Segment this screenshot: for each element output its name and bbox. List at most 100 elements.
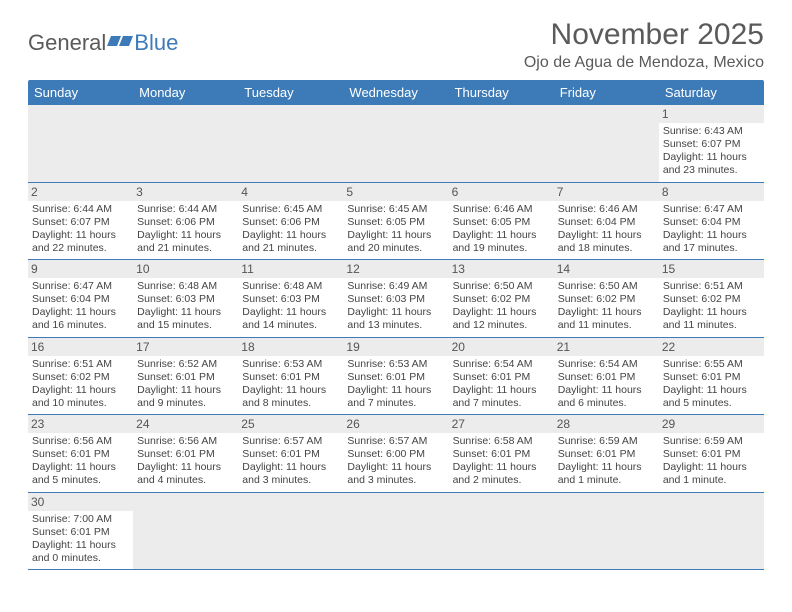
sunrise-text: Sunrise: 6:50 AM: [558, 280, 655, 293]
sunrise-text: Sunrise: 6:57 AM: [242, 435, 339, 448]
day-number: 22: [659, 338, 764, 356]
daylight-text: Daylight: 11 hours and 21 minutes.: [242, 229, 339, 255]
daylight-text: Daylight: 11 hours and 11 minutes.: [663, 306, 760, 332]
calendar-cell-day-19: 19Sunrise: 6:53 AMSunset: 6:01 PMDayligh…: [343, 337, 448, 415]
calendar-cell-day-8: 8Sunrise: 6:47 AMSunset: 6:04 PMDaylight…: [659, 182, 764, 260]
sunset-text: Sunset: 6:06 PM: [242, 216, 339, 229]
day-info: Sunrise: 6:58 AMSunset: 6:01 PMDaylight:…: [453, 435, 550, 488]
day-info: Sunrise: 6:48 AMSunset: 6:03 PMDaylight:…: [137, 280, 234, 333]
sunrise-text: Sunrise: 6:51 AM: [32, 358, 129, 371]
day-number: 9: [28, 260, 133, 278]
sunset-text: Sunset: 6:02 PM: [453, 293, 550, 306]
calendar-cell-day-13: 13Sunrise: 6:50 AMSunset: 6:02 PMDayligh…: [449, 260, 554, 338]
calendar-cell-day-17: 17Sunrise: 6:52 AMSunset: 6:01 PMDayligh…: [133, 337, 238, 415]
calendar-cell-day-2: 2Sunrise: 6:44 AMSunset: 6:07 PMDaylight…: [28, 182, 133, 260]
day-info: Sunrise: 6:57 AMSunset: 6:01 PMDaylight:…: [242, 435, 339, 488]
daylight-text: Daylight: 11 hours and 13 minutes.: [347, 306, 444, 332]
sunset-text: Sunset: 6:01 PM: [453, 371, 550, 384]
day-info: Sunrise: 6:54 AMSunset: 6:01 PMDaylight:…: [453, 358, 550, 411]
sunset-text: Sunset: 6:01 PM: [242, 371, 339, 384]
calendar-cell-day-29: 29Sunrise: 6:59 AMSunset: 6:01 PMDayligh…: [659, 415, 764, 493]
day-number: 11: [238, 260, 343, 278]
calendar-cell-day-27: 27Sunrise: 6:58 AMSunset: 6:01 PMDayligh…: [449, 415, 554, 493]
day-info: Sunrise: 6:49 AMSunset: 6:03 PMDaylight:…: [347, 280, 444, 333]
daylight-text: Daylight: 11 hours and 1 minute.: [558, 461, 655, 487]
sunset-text: Sunset: 6:00 PM: [347, 448, 444, 461]
sunrise-text: Sunrise: 6:54 AM: [453, 358, 550, 371]
day-number: 26: [343, 415, 448, 433]
sunset-text: Sunset: 6:01 PM: [32, 526, 129, 539]
calendar-cell-empty: [554, 492, 659, 570]
daylight-text: Daylight: 11 hours and 7 minutes.: [347, 384, 444, 410]
sunset-text: Sunset: 6:04 PM: [32, 293, 129, 306]
sunrise-text: Sunrise: 6:56 AM: [32, 435, 129, 448]
title-block: November 2025 Ojo de Agua de Mendoza, Me…: [524, 18, 764, 72]
calendar-cell-day-21: 21Sunrise: 6:54 AMSunset: 6:01 PMDayligh…: [554, 337, 659, 415]
daylight-text: Daylight: 11 hours and 20 minutes.: [347, 229, 444, 255]
calendar-cell-day-24: 24Sunrise: 6:56 AMSunset: 6:01 PMDayligh…: [133, 415, 238, 493]
dayname-sunday: Sunday: [28, 80, 133, 105]
day-number: 28: [554, 415, 659, 433]
calendar-cell-empty: [133, 492, 238, 570]
calendar-cell-day-16: 16Sunrise: 6:51 AMSunset: 6:02 PMDayligh…: [28, 337, 133, 415]
calendar-cell-day-5: 5Sunrise: 6:45 AMSunset: 6:05 PMDaylight…: [343, 182, 448, 260]
daylight-text: Daylight: 11 hours and 6 minutes.: [558, 384, 655, 410]
daylight-text: Daylight: 11 hours and 16 minutes.: [32, 306, 129, 332]
calendar-row: 30Sunrise: 7:00 AMSunset: 6:01 PMDayligh…: [28, 492, 764, 570]
calendar-cell-day-22: 22Sunrise: 6:55 AMSunset: 6:01 PMDayligh…: [659, 337, 764, 415]
day-number: 10: [133, 260, 238, 278]
sunrise-text: Sunrise: 6:49 AM: [347, 280, 444, 293]
daylight-text: Daylight: 11 hours and 7 minutes.: [453, 384, 550, 410]
day-number: 12: [343, 260, 448, 278]
day-info: Sunrise: 6:51 AMSunset: 6:02 PMDaylight:…: [32, 358, 129, 411]
daylight-text: Daylight: 11 hours and 5 minutes.: [32, 461, 129, 487]
sunrise-text: Sunrise: 6:57 AM: [347, 435, 444, 448]
day-number: 20: [449, 338, 554, 356]
sunrise-text: Sunrise: 6:50 AM: [453, 280, 550, 293]
calendar-cell-empty: [343, 105, 448, 182]
day-number: 4: [238, 183, 343, 201]
sunset-text: Sunset: 6:01 PM: [32, 448, 129, 461]
day-info: Sunrise: 6:59 AMSunset: 6:01 PMDaylight:…: [663, 435, 760, 488]
calendar-cell-day-25: 25Sunrise: 6:57 AMSunset: 6:01 PMDayligh…: [238, 415, 343, 493]
calendar-cell-day-18: 18 Sunrise: 6:53 AMSunset: 6:01 PMDayligh…: [238, 337, 343, 415]
day-number: 18: [238, 338, 343, 356]
sunset-text: Sunset: 6:01 PM: [663, 371, 760, 384]
dayname-thursday: Thursday: [449, 80, 554, 105]
calendar-cell-day-28: 28Sunrise: 6:59 AMSunset: 6:01 PMDayligh…: [554, 415, 659, 493]
sunset-text: Sunset: 6:05 PM: [347, 216, 444, 229]
daylight-text: Daylight: 11 hours and 3 minutes.: [242, 461, 339, 487]
calendar-cell-empty: [449, 105, 554, 182]
sunrise-text: Sunrise: 6:51 AM: [663, 280, 760, 293]
location-label: Ojo de Agua de Mendoza, Mexico: [524, 54, 764, 72]
calendar-row: 9Sunrise: 6:47 AMSunset: 6:04 PMDaylight…: [28, 260, 764, 338]
calendar-row: 23Sunrise: 6:56 AMSunset: 6:01 PMDayligh…: [28, 415, 764, 493]
day-info: Sunrise: 6:57 AMSunset: 6:00 PMDaylight:…: [347, 435, 444, 488]
calendar-row: 1Sunrise: 6:43 AMSunset: 6:07 PMDaylight…: [28, 105, 764, 182]
sunset-text: Sunset: 6:03 PM: [347, 293, 444, 306]
dayname-wednesday: Wednesday: [343, 80, 448, 105]
sunset-text: Sunset: 6:06 PM: [137, 216, 234, 229]
dayname-tuesday: Tuesday: [238, 80, 343, 105]
sunset-text: Sunset: 6:02 PM: [558, 293, 655, 306]
brand-blue: Blue: [134, 30, 178, 56]
day-number: 8: [659, 183, 764, 201]
sunrise-text: Sunrise: 6:59 AM: [558, 435, 655, 448]
daylight-text: Daylight: 11 hours and 8 minutes.: [242, 384, 339, 410]
day-info: Sunrise: 6:45 AMSunset: 6:06 PMDaylight:…: [242, 203, 339, 256]
dayname-saturday: Saturday: [659, 80, 764, 105]
sunrise-text: Sunrise: 6:44 AM: [32, 203, 129, 216]
page-title: November 2025: [524, 18, 764, 52]
sunset-text: Sunset: 6:03 PM: [242, 293, 339, 306]
day-info: Sunrise: 6:44 AMSunset: 6:07 PMDaylight:…: [32, 203, 129, 256]
day-info: Sunrise: 7:00 AMSunset: 6:01 PMDaylight:…: [32, 513, 129, 566]
day-number: 19: [343, 338, 448, 356]
brand-general: General: [28, 30, 106, 56]
daylight-text: Daylight: 11 hours and 11 minutes.: [558, 306, 655, 332]
flag-icon: [107, 30, 133, 56]
calendar-cell-day-26: 26 Sunrise: 6:57 AMSunset: 6:00 PMDayligh…: [343, 415, 448, 493]
day-info: Sunrise: 6:48 AMSunset: 6:03 PMDaylight:…: [242, 280, 339, 333]
sunrise-text: Sunrise: 6:55 AM: [663, 358, 760, 371]
sunrise-text: Sunrise: 6:53 AM: [242, 358, 339, 371]
sunrise-text: Sunrise: 6:46 AM: [558, 203, 655, 216]
